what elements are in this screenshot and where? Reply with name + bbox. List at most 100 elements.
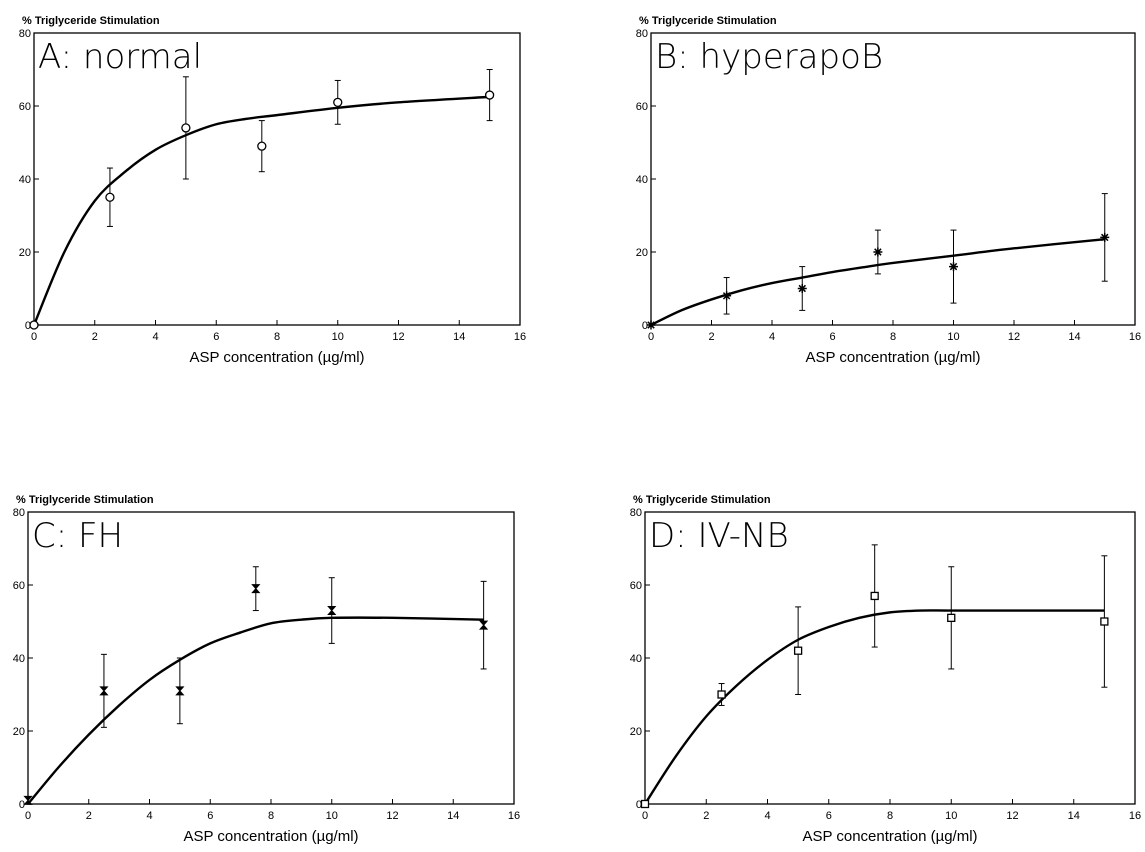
- fit-curve: [27, 616, 484, 805]
- x-tick-label: 2: [86, 810, 92, 822]
- data-point: [181, 123, 191, 133]
- x-tick-label: 12: [1008, 331, 1020, 343]
- y-tick-label: 80: [13, 507, 25, 519]
- x-tick-label: 12: [392, 331, 404, 343]
- x-axis-label: ASP concentration (µg/ml): [183, 828, 358, 845]
- y-tick-label: 60: [19, 101, 31, 113]
- x-tick-label: 8: [268, 810, 274, 822]
- data-point: [251, 584, 261, 594]
- x-tick-label: 6: [826, 810, 832, 822]
- x-tick-label: 14: [1068, 810, 1080, 822]
- x-tick-label: 16: [1129, 331, 1141, 343]
- x-tick-label: 8: [887, 810, 893, 822]
- x-tick-label: 0: [648, 331, 654, 343]
- x-tick-label: 10: [945, 810, 957, 822]
- y-tick-label: 60: [636, 101, 648, 113]
- x-tick-label: 16: [1129, 810, 1141, 822]
- panel-d: 0 20 40 60 80 0 2 4 6 8 10 12 14 16 % Triglyceride Sti…: [630, 494, 1141, 845]
- x-tick-label: 2: [708, 331, 714, 343]
- data-point: [717, 690, 726, 699]
- y-tick-label: 20: [630, 726, 642, 738]
- x-axis-label: ASP concentration (µg/ml): [189, 349, 364, 366]
- data-point: [646, 320, 656, 330]
- x-tick-label: 10: [332, 331, 344, 343]
- x-tick-label: 10: [326, 810, 338, 822]
- x-tick-label: 12: [1006, 810, 1018, 822]
- data-point: [797, 284, 807, 293]
- panel-title: C: FH: [32, 516, 123, 556]
- data-point: [333, 97, 343, 107]
- data-point: [793, 646, 803, 655]
- x-tick-label: 2: [703, 810, 709, 822]
- y-tick-label: 40: [19, 174, 31, 186]
- y-tick-label: 80: [636, 28, 648, 40]
- x-tick-label: 12: [386, 810, 398, 822]
- x-tick-label: 16: [514, 331, 526, 343]
- x-tick-label: 4: [769, 331, 775, 343]
- y-tick-label: 80: [19, 28, 31, 40]
- x-tick-label: 8: [274, 331, 280, 343]
- data-point: [99, 686, 109, 696]
- data-point: [175, 686, 185, 696]
- y-axis-label: % Triglyceride Stimulation: [22, 15, 160, 27]
- fit-curve: [32, 95, 490, 326]
- x-tick-label: 10: [947, 331, 959, 343]
- y-axis-label: % Triglyceride Stimulation: [633, 494, 771, 506]
- x-axis-label: ASP concentration (µg/ml): [802, 828, 977, 845]
- data-point: [327, 606, 337, 616]
- y-tick-label: 40: [13, 653, 25, 665]
- y-tick-label: 0: [642, 320, 648, 332]
- x-tick-label: 0: [31, 331, 37, 343]
- data-point: [640, 799, 650, 809]
- x-tick-label: 4: [764, 810, 770, 822]
- x-tick-label: 14: [453, 331, 465, 343]
- y-tick-label: 20: [19, 247, 31, 259]
- data-point: [1100, 232, 1110, 242]
- y-tick-label: 60: [630, 580, 642, 592]
- y-tick-label: 0: [19, 799, 25, 811]
- data-point: [722, 291, 732, 301]
- x-tick-label: 2: [92, 331, 98, 343]
- data-point: [29, 320, 39, 330]
- y-tick-label: 40: [630, 653, 642, 665]
- data-point: [484, 90, 495, 100]
- data-point: [873, 247, 883, 257]
- data-point: [257, 141, 267, 151]
- x-tick-label: 4: [152, 331, 158, 343]
- y-tick-label: 20: [13, 726, 25, 738]
- x-tick-label: 0: [25, 810, 31, 822]
- panel-b: 0 20 40 60 80 0 2 4 6 8 10 12 14 16 % Triglyceride Sti…: [636, 15, 1141, 366]
- y-tick-label: 0: [636, 799, 642, 811]
- panel-a: 0 20 40 60 80 0 2 4 6 8 10 12 14 16 % Triglyceride Sti…: [19, 15, 526, 366]
- x-tick-label: 16: [508, 810, 520, 822]
- y-tick-label: 80: [630, 507, 642, 519]
- x-tick-label: 8: [890, 331, 896, 343]
- x-tick-label: 14: [447, 810, 459, 822]
- y-tick-label: 60: [13, 580, 25, 592]
- x-tick-label: 14: [1068, 331, 1080, 343]
- x-tick-label: 6: [829, 331, 835, 343]
- data-point: [105, 192, 115, 202]
- data-point: [23, 795, 33, 805]
- fit-curve: [650, 238, 1105, 327]
- panel-title: A: normal: [38, 37, 202, 77]
- x-axis-label: ASP concentration (µg/ml): [805, 349, 980, 366]
- y-axis-label: % Triglyceride Stimulation: [639, 15, 777, 27]
- data-point: [870, 591, 879, 601]
- x-tick-label: 6: [207, 810, 213, 822]
- data-point: [949, 262, 958, 272]
- panel-title: B: hyperapoB: [655, 37, 883, 77]
- y-tick-label: 20: [636, 247, 648, 259]
- x-tick-label: 6: [213, 331, 219, 343]
- data-point: [947, 613, 956, 622]
- y-axis-label: % Triglyceride Stimulation: [16, 494, 154, 506]
- y-tick-label: 40: [636, 174, 648, 186]
- panel-c: 0 20 40 60 80 0 2 4 6 8 10 12 14 16 % Triglyceride Sti…: [13, 494, 520, 845]
- x-tick-label: 4: [146, 810, 152, 822]
- data-point: [479, 620, 489, 630]
- fit-curve: [643, 609, 1105, 805]
- data-point: [1100, 617, 1109, 626]
- panel-title: D: IV-NB: [649, 516, 789, 556]
- y-tick-label: 0: [25, 320, 31, 332]
- x-tick-label: 0: [642, 810, 648, 822]
